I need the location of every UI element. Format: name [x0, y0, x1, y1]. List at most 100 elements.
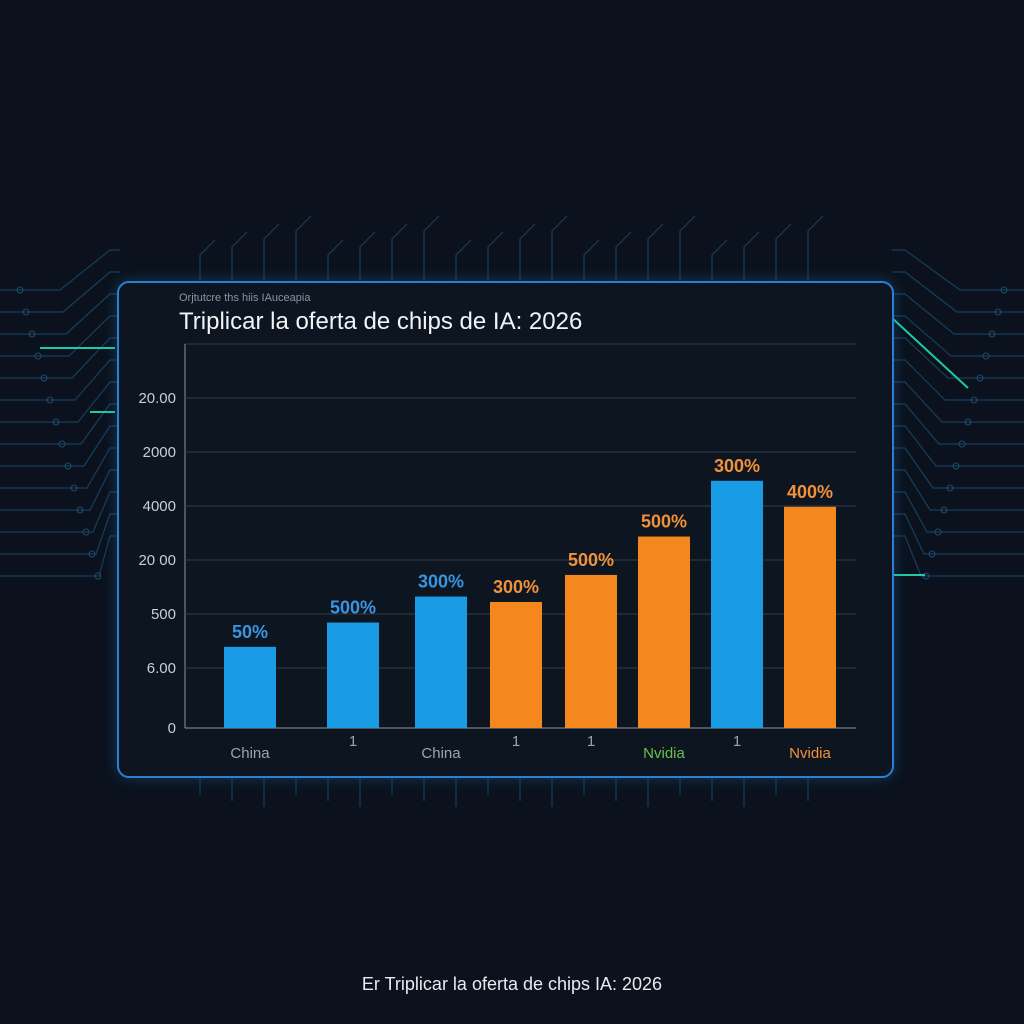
circuit-trace — [0, 403, 120, 445]
x-tick-label: China — [421, 745, 461, 762]
x-tick-label: Nvidia — [789, 745, 831, 762]
circuit-trace — [775, 223, 792, 281]
circuit-node — [52, 418, 60, 426]
circuit-trace — [615, 231, 632, 281]
y-tick-label: 0 — [168, 720, 176, 737]
bar — [490, 601, 542, 728]
circuit-trace — [583, 239, 600, 281]
circuit-node — [82, 528, 90, 536]
circuit-trace — [0, 535, 120, 577]
circuit-trace — [0, 447, 120, 489]
x-tick-label: 1 — [587, 733, 595, 750]
x-tick-label: Nvidia — [643, 745, 685, 762]
x-tick-label: 1 — [733, 733, 741, 750]
circuit-trace — [892, 359, 1024, 401]
value-label: 400% — [787, 482, 833, 502]
y-tick-label: 500 — [151, 606, 176, 623]
circuit-trace — [0, 513, 120, 555]
circuit-trace — [295, 215, 312, 281]
circuit-trace — [679, 215, 696, 281]
circuit-node — [970, 396, 978, 404]
circuit-node — [994, 308, 1002, 316]
circuit-node — [58, 440, 66, 448]
caption: Er Triplicar la oferta de chips IA: 2026 — [361, 974, 663, 994]
circuit-node — [976, 374, 984, 382]
circuit-node — [16, 286, 24, 294]
circuit-trace — [199, 239, 216, 281]
circuit-trace — [807, 215, 824, 281]
value-label: 500% — [568, 550, 614, 570]
y-tick-label: 20.00 — [138, 390, 176, 407]
value-label: 50% — [232, 622, 268, 642]
value-label: 300% — [493, 577, 539, 597]
value-label: 300% — [418, 572, 464, 592]
circuit-trace — [892, 535, 1024, 577]
x-tick-label: China — [230, 745, 270, 762]
circuit-node — [964, 418, 972, 426]
circuit-trace — [892, 491, 1024, 533]
circuit-trace — [892, 271, 1024, 313]
bar — [638, 536, 690, 728]
chart-title: Triplicar la oferta de chips de IA: 2026 — [179, 308, 583, 335]
circuit-node — [982, 352, 990, 360]
bar — [224, 646, 276, 728]
x-tick-label: 1 — [349, 733, 357, 750]
circuit-node — [46, 396, 54, 404]
circuit-trace — [327, 239, 344, 281]
circuit-trace — [551, 215, 568, 281]
circuit-trace — [487, 231, 504, 281]
x-tick-label: 1 — [512, 733, 520, 750]
circuit-trace — [423, 215, 440, 281]
circuit-trace — [0, 469, 120, 511]
circuit-trace — [0, 381, 120, 423]
value-label: 300% — [714, 456, 760, 476]
circuit-node — [64, 462, 72, 470]
circuit-trace — [892, 315, 1024, 357]
circuit-node — [928, 550, 936, 558]
circuit-trace — [647, 223, 664, 281]
circuit-node — [94, 572, 102, 580]
circuit-node — [946, 484, 954, 492]
circuit-trace — [892, 337, 1024, 379]
circuit-trace — [0, 249, 120, 291]
circuit-trace — [892, 513, 1024, 555]
circuit-node — [1000, 286, 1008, 294]
circuit-trace — [711, 239, 728, 281]
circuit-node — [940, 506, 948, 514]
circuit-trace — [0, 491, 120, 533]
bar — [415, 596, 467, 728]
circuit-node — [28, 330, 36, 338]
bar — [327, 622, 379, 728]
circuit-trace — [0, 271, 120, 313]
circuit-trace — [391, 223, 408, 281]
circuit-trace — [892, 249, 1024, 291]
circuit-node — [40, 374, 48, 382]
value-label: 500% — [330, 598, 376, 618]
y-tick-label: 2000 — [143, 444, 176, 461]
circuit-trace — [892, 403, 1024, 445]
circuit-trace — [892, 469, 1024, 511]
circuit-trace — [0, 293, 120, 335]
circuit-node — [934, 528, 942, 536]
chart-subtitle: Orjtutcre ths hiis IAuceapia — [179, 292, 311, 304]
circuit-trace — [231, 231, 248, 281]
circuit-trace — [0, 337, 120, 379]
circuit-trace — [892, 447, 1024, 489]
circuit-node — [34, 352, 42, 360]
circuit-trace — [359, 231, 376, 281]
bar — [784, 506, 836, 728]
circuit-node — [958, 440, 966, 448]
value-label: 500% — [641, 512, 687, 532]
circuit-node — [952, 462, 960, 470]
circuit-trace — [0, 359, 120, 401]
circuit-trace — [263, 223, 280, 281]
circuit-trace — [743, 231, 760, 281]
bar — [711, 480, 763, 728]
bar — [565, 574, 617, 728]
y-tick-label: 4000 — [143, 498, 176, 515]
circuit-node — [988, 330, 996, 338]
y-tick-label: 20 00 — [138, 552, 176, 569]
circuit-trace — [892, 425, 1024, 467]
